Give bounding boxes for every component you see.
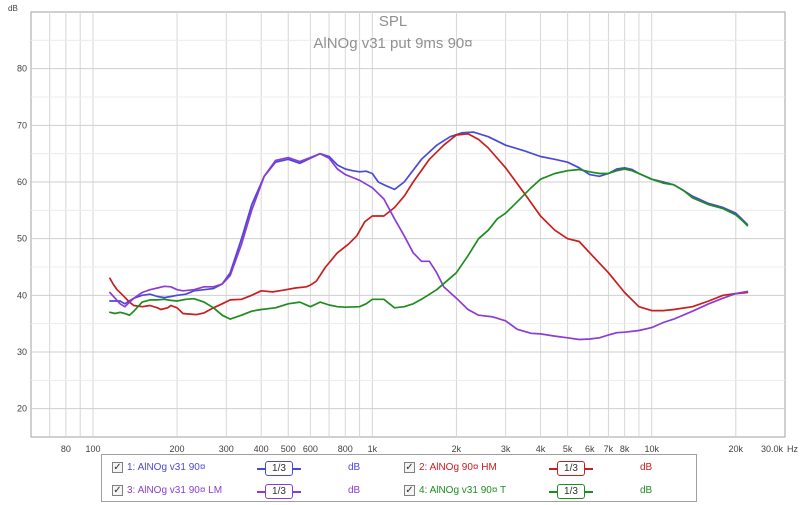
legend-label-1: 1: AlNOg v31 90¤ xyxy=(127,462,206,473)
x-tick-label: 1k xyxy=(368,444,378,452)
legend-unit-3: dB xyxy=(348,485,361,496)
x-tick-label: 500 xyxy=(281,444,296,452)
spl-chart: 20 30 40 50 60 70 80 80 100 200 300 400 500 600 800 1k 2… xyxy=(8,4,798,452)
chart-subtitle: AlNOg v31 put 9ms 90¤ xyxy=(313,35,472,52)
legend-label-2: 2: AlNOg 90¤ HM xyxy=(419,462,497,473)
x-tick-label: 300 xyxy=(219,444,234,452)
x-tick-label: 7k xyxy=(604,444,614,452)
x-tick-label: 6k xyxy=(585,444,595,452)
legend-item-3[interactable]: ✓ 3: AlNOg v31 90¤ LM 1/3 dB xyxy=(112,482,402,500)
smoothing-control-4[interactable]: 1/3 xyxy=(549,484,593,499)
y-tick-label: 70 xyxy=(17,120,27,130)
plot-area xyxy=(30,11,786,438)
tick-labels: 20 30 40 50 60 70 80 80 100 200 300 400 500 600 800 1k 2… xyxy=(17,64,784,452)
legend-checkbox-4[interactable]: ✓ xyxy=(404,485,415,496)
x-tick-label: 30,0k xyxy=(761,444,784,452)
smoothing-button-1[interactable]: 1/3 xyxy=(265,461,293,476)
x-tick-label: 8k xyxy=(620,444,630,452)
x-tick-label: 400 xyxy=(254,444,269,452)
x-tick-label: 5k xyxy=(563,444,573,452)
legend-item-2[interactable]: ✓ 2: AlNOg 90¤ HM 1/3 dB xyxy=(404,459,694,477)
x-tick-label: 3k xyxy=(501,444,511,452)
legend-unit-4: dB xyxy=(640,485,653,496)
x-tick-label: 800 xyxy=(338,444,353,452)
legend-unit-1: dB xyxy=(348,462,361,473)
y-tick-label: 80 xyxy=(17,64,27,74)
x-tick-label: 20k xyxy=(729,444,744,452)
x-tick-label: 2k xyxy=(452,444,462,452)
x-tick-label: 80 xyxy=(61,444,71,452)
y-tick-label: 30 xyxy=(17,347,27,357)
x-axis-label: Hz xyxy=(787,444,798,452)
curves xyxy=(109,131,749,341)
chart-title: SPL xyxy=(379,13,407,30)
legend-label-4: 4: AlNOg v31 90¤ T xyxy=(419,485,507,496)
legend-item-1[interactable]: ✓ 1: AlNOg v31 90¤ 1/3 dB xyxy=(112,459,402,477)
series-line-3 xyxy=(109,152,749,341)
y-tick-label: 50 xyxy=(17,234,27,244)
x-tick-label: 10k xyxy=(644,444,659,452)
smoothing-button-4[interactable]: 1/3 xyxy=(557,484,585,499)
legend-checkbox-1[interactable]: ✓ xyxy=(112,462,123,473)
x-tick-label: 4k xyxy=(536,444,546,452)
smoothing-button-2[interactable]: 1/3 xyxy=(557,461,585,476)
x-tick-label: 100 xyxy=(85,444,100,452)
smoothing-control-2[interactable]: 1/3 xyxy=(549,461,593,476)
legend-unit-2: dB xyxy=(640,462,653,473)
series-line-4 xyxy=(109,168,749,320)
smoothing-button-3[interactable]: 1/3 xyxy=(265,484,293,499)
legend-checkbox-3[interactable]: ✓ xyxy=(112,485,123,496)
y-axis-label: dB xyxy=(8,4,18,13)
y-tick-label: 60 xyxy=(17,177,27,187)
y-tick-label: 40 xyxy=(17,290,27,300)
legend: ✓ 1: AlNOg v31 90¤ 1/3 dB ✓ 2: AlNOg 90¤… xyxy=(101,454,697,502)
smoothing-control-1[interactable]: 1/3 xyxy=(257,461,301,476)
grid-lines xyxy=(31,12,785,437)
series-line-2 xyxy=(109,132,749,316)
legend-checkbox-2[interactable]: ✓ xyxy=(404,462,415,473)
legend-item-4[interactable]: ✓ 4: AlNOg v31 90¤ T 1/3 dB xyxy=(404,482,694,500)
x-tick-label: 600 xyxy=(303,444,318,452)
x-tick-label: 200 xyxy=(170,444,185,452)
y-tick-label: 20 xyxy=(17,404,27,414)
smoothing-control-3[interactable]: 1/3 xyxy=(257,484,301,499)
legend-label-3: 3: AlNOg v31 90¤ LM xyxy=(127,485,223,496)
